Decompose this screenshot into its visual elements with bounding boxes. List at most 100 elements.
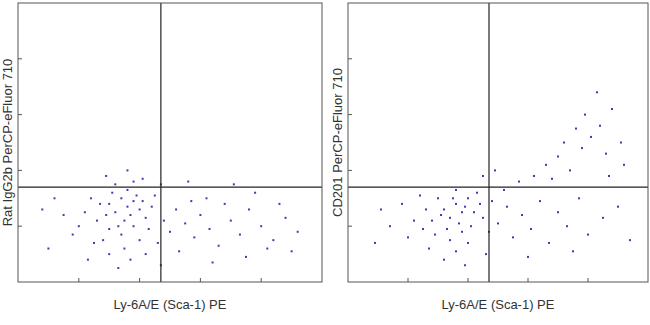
panel: Ly-6A/E (Sca-1) PE Rat IgG2b PerCP-eFluor…: [0, 3, 322, 312]
point: [428, 248, 430, 250]
point: [184, 222, 186, 224]
panel: Ly-6A/E (Sca-1) PE CD201 PerCP-eFluor 710: [330, 3, 648, 312]
point: [629, 239, 631, 241]
point: [136, 195, 138, 197]
x-tick: [139, 278, 140, 282]
point: [578, 197, 580, 199]
point: [566, 225, 568, 227]
point: [587, 234, 589, 236]
point: [389, 225, 391, 227]
points: [374, 91, 631, 266]
point: [464, 206, 466, 208]
point: [87, 259, 89, 261]
point: [617, 206, 619, 208]
point: [380, 208, 382, 210]
point: [602, 217, 604, 219]
point: [581, 147, 583, 149]
point: [512, 236, 514, 238]
point: [548, 242, 550, 244]
point: [425, 208, 427, 210]
point: [557, 211, 559, 213]
y-axis-label: CD201 PerCP-eFluor 710: [330, 68, 345, 217]
point: [218, 245, 220, 247]
x-tick: [408, 278, 409, 282]
point: [443, 208, 445, 210]
point: [133, 181, 135, 183]
point: [205, 197, 207, 199]
point: [72, 234, 74, 236]
point: [108, 228, 110, 230]
point: [84, 211, 86, 213]
point: [47, 248, 49, 250]
point: [102, 239, 104, 241]
point: [199, 214, 201, 216]
point: [485, 253, 487, 255]
point: [53, 197, 55, 199]
point: [157, 242, 159, 244]
point: [599, 125, 601, 127]
point: [126, 189, 128, 191]
point: [590, 136, 592, 138]
point: [120, 234, 122, 236]
point: [105, 175, 107, 177]
point: [557, 155, 559, 157]
gate-line: [488, 3, 489, 282]
point: [123, 248, 125, 250]
point: [178, 250, 180, 252]
point: [224, 203, 226, 205]
point: [90, 197, 92, 199]
point: [133, 225, 135, 227]
point: [108, 253, 110, 255]
x-tick: [468, 278, 469, 282]
point: [230, 220, 232, 222]
point: [108, 203, 110, 205]
y-tick: [18, 58, 22, 59]
y-tick: [348, 58, 352, 59]
point: [449, 239, 451, 241]
point: [78, 225, 80, 227]
point: [374, 242, 376, 244]
point: [272, 239, 274, 241]
point: [129, 214, 131, 216]
point: [209, 228, 211, 230]
point: [452, 197, 454, 199]
point: [569, 169, 571, 171]
point: [233, 183, 235, 185]
point: [518, 181, 520, 183]
point: [455, 203, 457, 205]
point: [620, 142, 622, 144]
point: [111, 192, 113, 194]
point: [117, 225, 119, 227]
x-axis-label: Ly-6A/E (Sca-1) PE: [442, 297, 555, 312]
point: [248, 208, 250, 210]
x-tick: [528, 278, 529, 282]
y-axis-label: Rat IgG2b PerCP-eFluor 710: [0, 59, 15, 227]
point: [154, 195, 156, 197]
point: [93, 242, 95, 244]
point: [623, 164, 625, 166]
point: [139, 208, 141, 210]
gate-line: [348, 187, 648, 188]
x-axis-label: Ly-6A/E (Sca-1) PE: [114, 297, 227, 312]
point: [476, 192, 478, 194]
point: [120, 197, 122, 199]
point: [422, 228, 424, 230]
point: [190, 200, 192, 202]
y-tick: [18, 170, 22, 171]
x-tick: [200, 278, 201, 282]
point: [41, 208, 43, 210]
point: [491, 200, 493, 202]
point: [551, 178, 553, 180]
x-tick: [261, 278, 262, 282]
point: [419, 195, 421, 197]
point: [193, 236, 195, 238]
point: [563, 142, 565, 144]
y-tick: [348, 170, 352, 171]
y-tick: [18, 226, 22, 227]
point: [608, 175, 610, 177]
point: [533, 175, 535, 177]
point: [169, 231, 171, 233]
point: [434, 234, 436, 236]
point: [285, 217, 287, 219]
point: [449, 217, 451, 219]
